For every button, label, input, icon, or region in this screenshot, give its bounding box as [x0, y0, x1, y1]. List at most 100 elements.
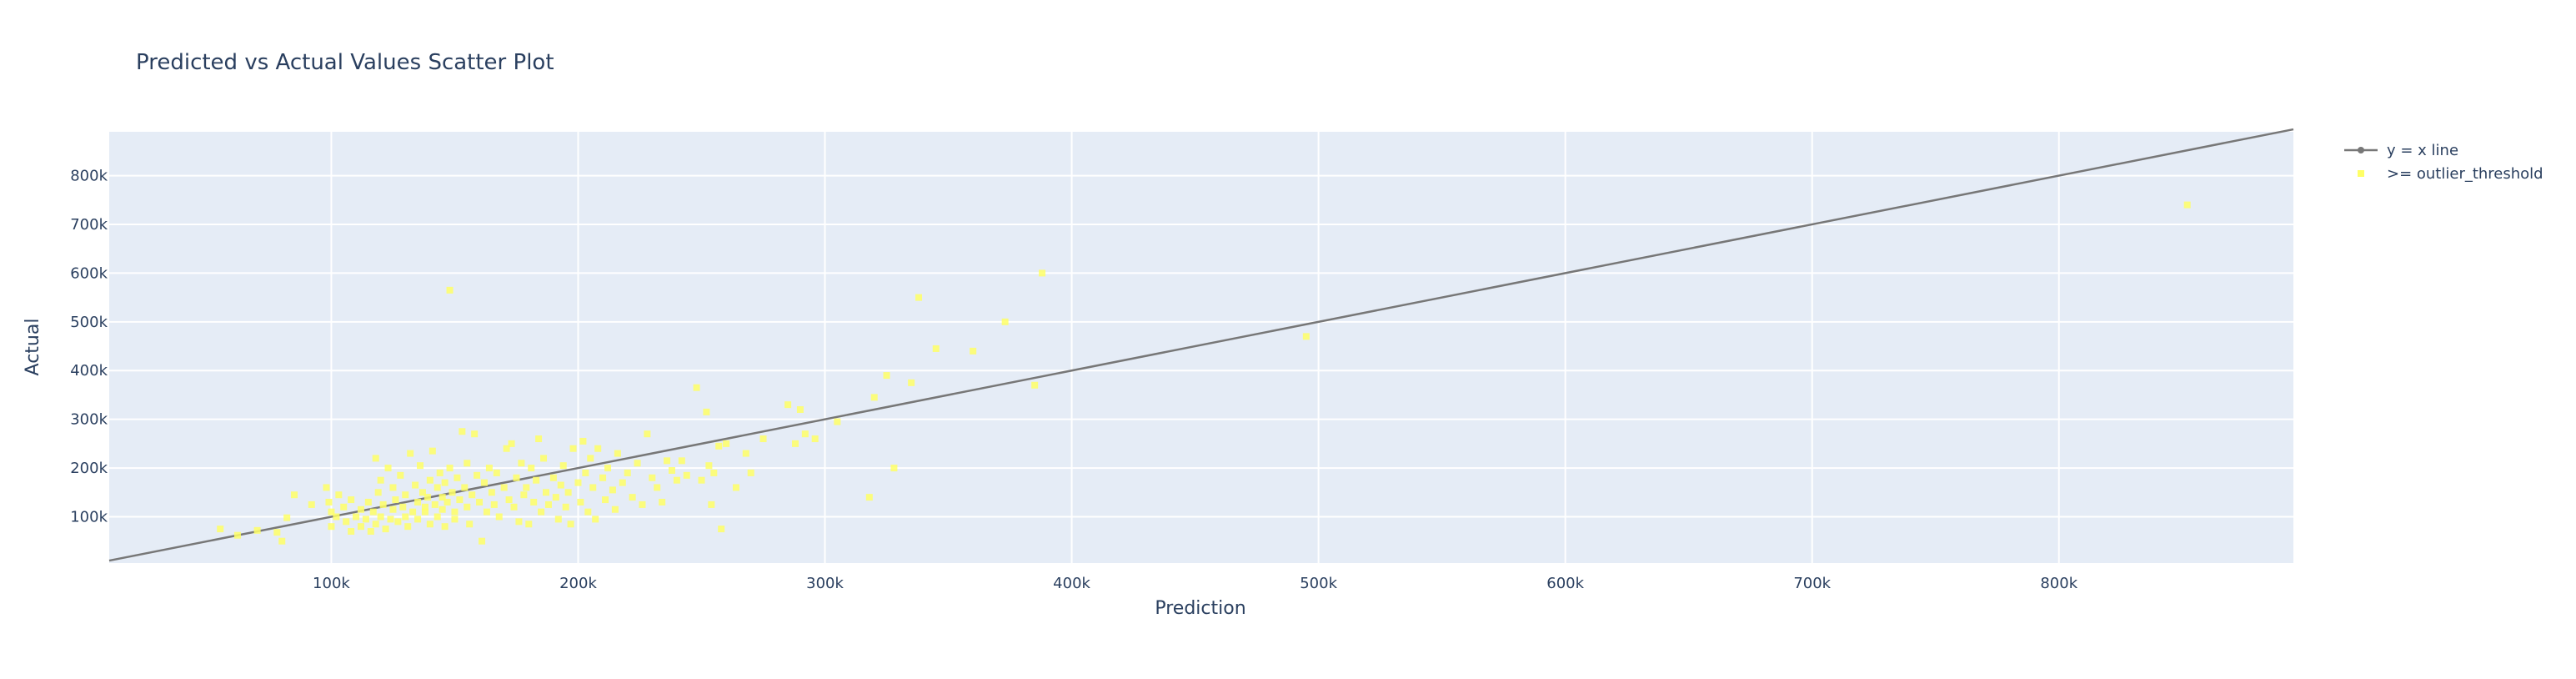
data-point[interactable]: [883, 372, 890, 380]
data-point[interactable]: [540, 455, 548, 462]
data-point[interactable]: [253, 526, 261, 534]
data-point[interactable]: [233, 531, 241, 539]
data-point[interactable]: [414, 498, 422, 505]
data-point[interactable]: [668, 467, 675, 475]
data-point[interactable]: [414, 516, 422, 523]
data-point[interactable]: [557, 481, 564, 489]
data-point[interactable]: [397, 471, 404, 479]
data-point[interactable]: [510, 503, 518, 511]
data-point[interactable]: [915, 294, 923, 301]
data-point[interactable]: [567, 521, 574, 528]
data-point[interactable]: [476, 498, 484, 505]
data-point[interactable]: [1039, 269, 1046, 277]
data-point[interactable]: [328, 508, 335, 516]
data-point[interactable]: [698, 476, 705, 484]
data-point[interactable]: [562, 503, 569, 511]
data-point[interactable]: [870, 394, 878, 401]
data-point[interactable]: [464, 460, 471, 467]
data-point[interactable]: [439, 505, 446, 513]
data-point[interactable]: [480, 479, 488, 486]
data-point[interactable]: [505, 496, 513, 504]
data-point[interactable]: [659, 498, 666, 505]
data-point[interactable]: [421, 503, 428, 511]
data-point[interactable]: [629, 494, 636, 501]
data-point[interactable]: [594, 445, 602, 452]
data-point[interactable]: [418, 489, 426, 496]
data-point[interactable]: [308, 500, 315, 508]
data-point[interactable]: [564, 489, 572, 496]
data-point[interactable]: [423, 494, 431, 501]
data-point[interactable]: [525, 521, 533, 528]
data-point[interactable]: [574, 479, 582, 486]
data-point[interactable]: [446, 465, 454, 472]
data-point[interactable]: [485, 465, 493, 472]
data-point[interactable]: [579, 437, 587, 445]
data-point[interactable]: [1001, 318, 1009, 325]
data-point[interactable]: [273, 529, 281, 536]
data-point[interactable]: [394, 518, 402, 526]
data-point[interactable]: [865, 494, 873, 501]
data-point[interactable]: [654, 484, 661, 491]
data-point[interactable]: [451, 508, 459, 516]
data-point[interactable]: [518, 460, 525, 467]
data-point[interactable]: [634, 460, 641, 467]
data-point[interactable]: [703, 408, 710, 415]
data-point[interactable]: [742, 450, 749, 457]
data-point[interactable]: [402, 513, 409, 521]
data-point[interactable]: [538, 508, 545, 516]
data-point[interactable]: [217, 526, 224, 533]
data-point[interactable]: [392, 496, 399, 504]
data-point[interactable]: [412, 481, 419, 489]
data-point[interactable]: [715, 442, 723, 450]
data-point[interactable]: [464, 503, 471, 511]
data-point[interactable]: [890, 465, 898, 472]
data-point[interactable]: [495, 513, 503, 521]
data-point[interactable]: [454, 474, 461, 481]
data-point[interactable]: [409, 508, 417, 516]
data-point[interactable]: [678, 457, 685, 465]
data-point[interactable]: [372, 521, 379, 528]
data-point[interactable]: [325, 498, 333, 505]
data-point[interactable]: [340, 503, 348, 511]
data-point[interactable]: [357, 523, 364, 531]
data-point[interactable]: [456, 496, 464, 504]
data-point[interactable]: [796, 405, 804, 413]
data-point[interactable]: [335, 491, 343, 499]
data-point[interactable]: [357, 505, 364, 513]
data-point[interactable]: [515, 518, 523, 526]
data-point[interactable]: [535, 435, 543, 443]
data-point[interactable]: [528, 465, 535, 472]
data-point[interactable]: [801, 430, 809, 438]
data-point[interactable]: [369, 508, 377, 516]
data-point[interactable]: [784, 401, 792, 409]
data-point[interactable]: [384, 465, 392, 472]
data-point[interactable]: [441, 523, 449, 531]
data-point[interactable]: [664, 457, 671, 465]
data-point[interactable]: [523, 484, 530, 491]
data-point[interactable]: [639, 500, 646, 508]
data-point[interactable]: [493, 469, 500, 476]
data-point[interactable]: [434, 513, 441, 521]
data-point[interactable]: [644, 430, 651, 438]
data-point[interactable]: [278, 537, 286, 545]
data-point[interactable]: [407, 450, 414, 457]
data-point[interactable]: [483, 508, 490, 516]
data-point[interactable]: [723, 440, 730, 447]
data-point[interactable]: [343, 518, 350, 526]
data-point[interactable]: [559, 462, 567, 470]
data-point[interactable]: [372, 455, 379, 462]
data-point[interactable]: [479, 537, 486, 545]
data-point[interactable]: [466, 521, 474, 528]
data-point[interactable]: [577, 498, 584, 505]
data-point[interactable]: [503, 445, 510, 452]
data-point[interactable]: [649, 474, 656, 481]
data-point[interactable]: [513, 474, 520, 481]
data-point[interactable]: [449, 489, 456, 496]
legend[interactable]: y = x line >= outlier_threshold: [2344, 142, 2543, 183]
data-point[interactable]: [291, 491, 298, 499]
data-point[interactable]: [1302, 333, 1310, 340]
data-point[interactable]: [2183, 201, 2191, 209]
data-point[interactable]: [592, 516, 599, 523]
data-point[interactable]: [543, 489, 549, 496]
data-point[interactable]: [609, 486, 616, 494]
